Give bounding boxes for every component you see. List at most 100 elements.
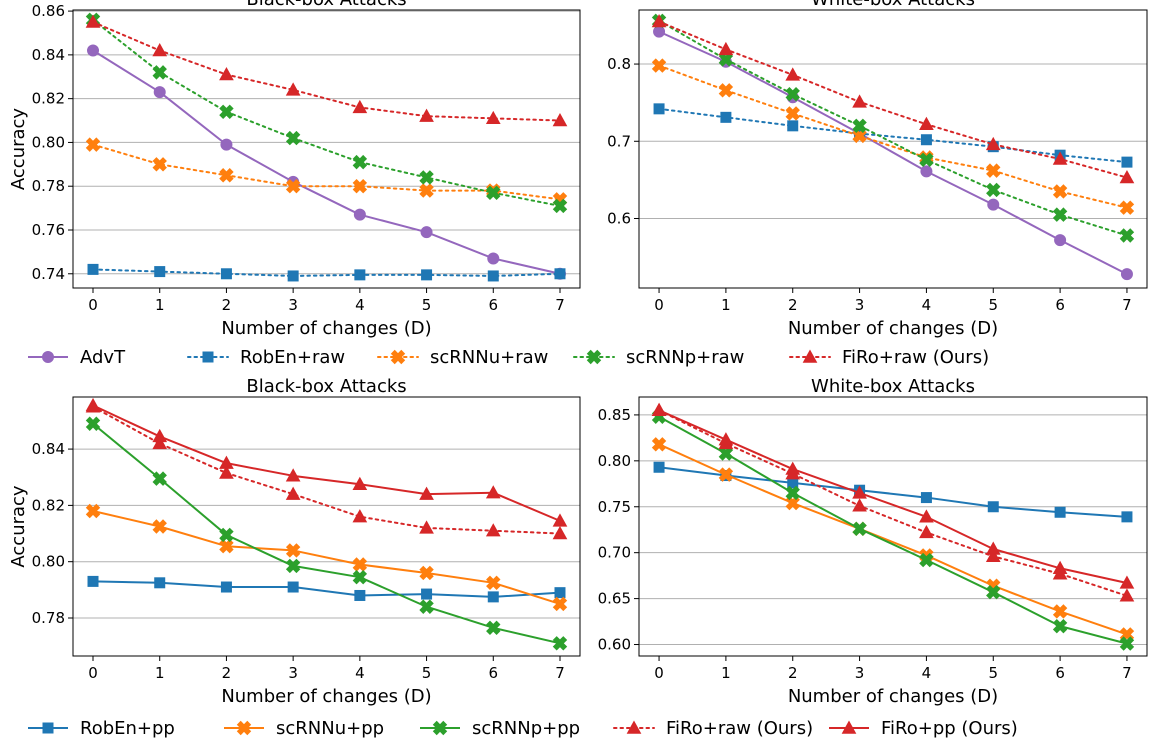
data-point: [485, 110, 501, 125]
series-firo-raw-ours: [651, 14, 1135, 184]
data-point: [85, 416, 101, 431]
data-point: [354, 589, 366, 601]
series-line: [92, 21, 561, 122]
y-tick-label: 0.74: [32, 265, 65, 283]
legend-marker: [236, 720, 252, 736]
chart-panel-4: 0 1 2 3 4 5 6 7 0.60 0.65 0.70 0.75 0.80 0.85 White-bo…: [598, 376, 1148, 707]
legend-marker: [202, 351, 214, 363]
series-line: [658, 20, 1128, 179]
axes-frame: [638, 396, 1148, 657]
legend-entry: RobEn+pp: [28, 718, 175, 739]
series-scrnnu-pp: [651, 437, 1135, 642]
legend-entry: RobEn+raw: [187, 347, 345, 368]
y-tick-label: 0.6: [607, 210, 631, 228]
data-point: [220, 138, 233, 151]
series-line: [92, 18, 561, 207]
series-scrnnp-raw: [85, 12, 568, 214]
data-point: [919, 116, 934, 130]
y-axis-label: Accuracy: [8, 108, 29, 191]
data-point: [919, 524, 934, 539]
data-point: [1120, 268, 1133, 281]
chart-panel-2: 0 1 2 3 4 5 6 7 0.6 0.7 0.8 White-box Attacks Number…: [607, 0, 1148, 339]
legend-marker: [432, 720, 448, 736]
data-point: [486, 185, 501, 200]
data-point: [285, 179, 301, 194]
data-point: [1119, 636, 1135, 651]
data-point: [152, 428, 168, 443]
data-point: [419, 170, 434, 185]
legend-entry: FiRo+pp (Ours): [829, 718, 1018, 739]
data-point: [985, 541, 1001, 555]
data-point: [285, 130, 301, 146]
data-point: [419, 486, 434, 500]
x-tick-label: 3: [855, 664, 865, 682]
data-point: [1119, 200, 1135, 215]
data-point: [852, 118, 867, 134]
data-point: [720, 111, 732, 123]
data-point: [352, 179, 368, 194]
legend-label: RobEn+raw: [240, 347, 345, 368]
data-point: [1052, 207, 1068, 222]
data-point: [485, 485, 501, 499]
data-point: [1052, 560, 1068, 574]
data-point: [419, 183, 434, 198]
data-point: [852, 498, 867, 512]
legend-2: RobEn+pp scRNNu+pp scRNNp+pp FiRo+raw (Ours…: [28, 718, 1018, 739]
data-point: [152, 42, 168, 57]
x-tick-label: 4: [922, 664, 932, 682]
x-tick-label: 4: [355, 664, 365, 682]
x-tick-label: 6: [489, 296, 499, 314]
axes-frame: [72, 9, 581, 289]
data-point: [552, 636, 568, 651]
x-tick-label: 1: [721, 296, 731, 314]
series-line: [92, 510, 561, 605]
legend-marker: [841, 720, 857, 734]
x-tick-label: 7: [555, 664, 565, 682]
legend-entry: scRNNu+pp: [224, 718, 384, 739]
chart-panel-3: 0 1 2 3 4 5 6 7 0.78 0.80 0.82 0.84 Black-box Attack…: [8, 376, 581, 707]
data-point: [552, 596, 568, 612]
data-point: [852, 521, 867, 537]
data-point: [152, 157, 167, 172]
data-point: [1119, 575, 1135, 589]
legend-entry: scRNNu+raw: [377, 347, 548, 368]
data-point: [718, 52, 734, 67]
data-point: [1119, 170, 1135, 184]
y-tick-label: 0.60: [598, 636, 631, 654]
series-firo-pp-ours: [85, 397, 568, 527]
legend-label: FiRo+pp (Ours): [881, 718, 1018, 739]
data-point: [986, 163, 1001, 178]
y-tick-label: 0.78: [32, 609, 65, 627]
data-point: [421, 269, 433, 281]
x-tick-label: 7: [1122, 664, 1132, 682]
x-tick-label: 5: [988, 664, 998, 682]
series-advt: [653, 25, 1133, 281]
chart-title: White-box Attacks: [811, 0, 975, 10]
series-line: [92, 405, 561, 535]
legend-entry: AdvT: [28, 347, 126, 368]
x-axis-label: Number of changes (D): [788, 318, 998, 339]
data-point: [353, 208, 366, 221]
x-tick-label: 5: [422, 664, 432, 682]
data-point: [352, 557, 368, 572]
series-line: [92, 49, 561, 275]
series-roben-raw: [87, 263, 566, 282]
y-tick-label: 0.80: [598, 452, 631, 470]
data-point: [219, 67, 234, 81]
x-tick-label: 6: [489, 664, 499, 682]
data-point: [154, 266, 166, 278]
data-point: [419, 565, 434, 581]
data-point: [87, 44, 100, 57]
chart-title: Black-box Attacks: [246, 0, 406, 10]
y-tick-label: 0.76: [32, 221, 65, 239]
y-tick-label: 0.84: [32, 46, 65, 64]
data-point: [219, 455, 234, 469]
data-point: [352, 569, 368, 585]
data-point: [485, 523, 501, 537]
x-tick-label: 6: [1055, 296, 1065, 314]
series-firo-raw-ours: [85, 14, 568, 127]
legend-marker: [42, 722, 54, 734]
data-point: [152, 471, 167, 486]
y-tick-label: 0.86: [32, 2, 65, 20]
data-point: [354, 269, 366, 281]
